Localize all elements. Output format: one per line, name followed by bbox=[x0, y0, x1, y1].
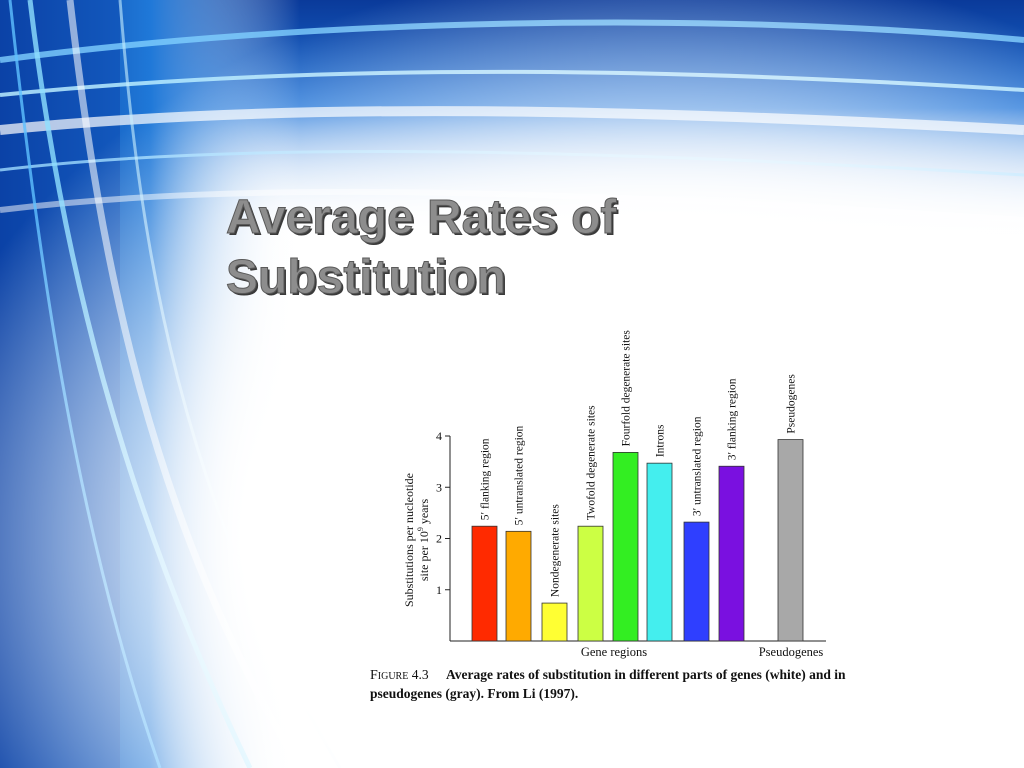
y-tick-label: 1 bbox=[436, 583, 442, 597]
chart-bars bbox=[471, 439, 804, 642]
y-tick-label: 4 bbox=[436, 429, 442, 443]
bar bbox=[577, 525, 604, 642]
y-axis-label: Substitutions per nucleotide site per 10… bbox=[402, 473, 431, 607]
bar-label: Twofold degenerate sites bbox=[586, 405, 598, 520]
group-label: Pseudogenes bbox=[759, 645, 824, 659]
chart-group-labels: Gene regions Pseudogenes bbox=[581, 645, 824, 659]
slide-title-line1: Average Rates of bbox=[225, 191, 617, 245]
bar-label: 5′ flanking region bbox=[480, 438, 492, 520]
bar bbox=[505, 530, 532, 642]
figure-number: 4.3 bbox=[411, 667, 429, 682]
bar bbox=[541, 602, 568, 642]
bar bbox=[646, 462, 673, 642]
figure-label: Figure bbox=[370, 668, 409, 683]
figure-caption: Figure 4.3 Average rates of substitution… bbox=[370, 666, 910, 703]
figure-caption-text: Average rates of substitution in differe… bbox=[370, 667, 846, 701]
y-axis-label-line1: Substitutions per nucleotide bbox=[402, 473, 416, 607]
bar-label: 5′ untranslated region bbox=[514, 425, 526, 525]
bar bbox=[471, 525, 498, 642]
slide-title-line2: Substitution bbox=[226, 251, 507, 305]
bar-label: Nondegenerate sites bbox=[550, 504, 562, 597]
bar-label: 3′ untranslated region bbox=[692, 416, 704, 516]
bar bbox=[777, 439, 804, 642]
bar bbox=[612, 451, 639, 642]
bar bbox=[718, 465, 745, 642]
chart-bar-labels: 5′ flanking region 5′ untranslated region… bbox=[480, 330, 798, 597]
bar bbox=[683, 521, 710, 642]
slide-title: Average Rates of Substitution bbox=[225, 188, 786, 308]
bar-label: Fourfold degenerate sites bbox=[621, 330, 633, 447]
bar-label: Pseudogenes bbox=[786, 374, 798, 434]
y-axis-label-line2: site per 109 years bbox=[416, 499, 431, 582]
y-tick-label: 2 bbox=[436, 532, 442, 546]
group-label: Gene regions bbox=[581, 645, 647, 659]
y-tick-label: 3 bbox=[436, 480, 442, 494]
bar-label: 3′ flanking region bbox=[727, 378, 739, 460]
bar-label: Introns bbox=[655, 424, 667, 457]
